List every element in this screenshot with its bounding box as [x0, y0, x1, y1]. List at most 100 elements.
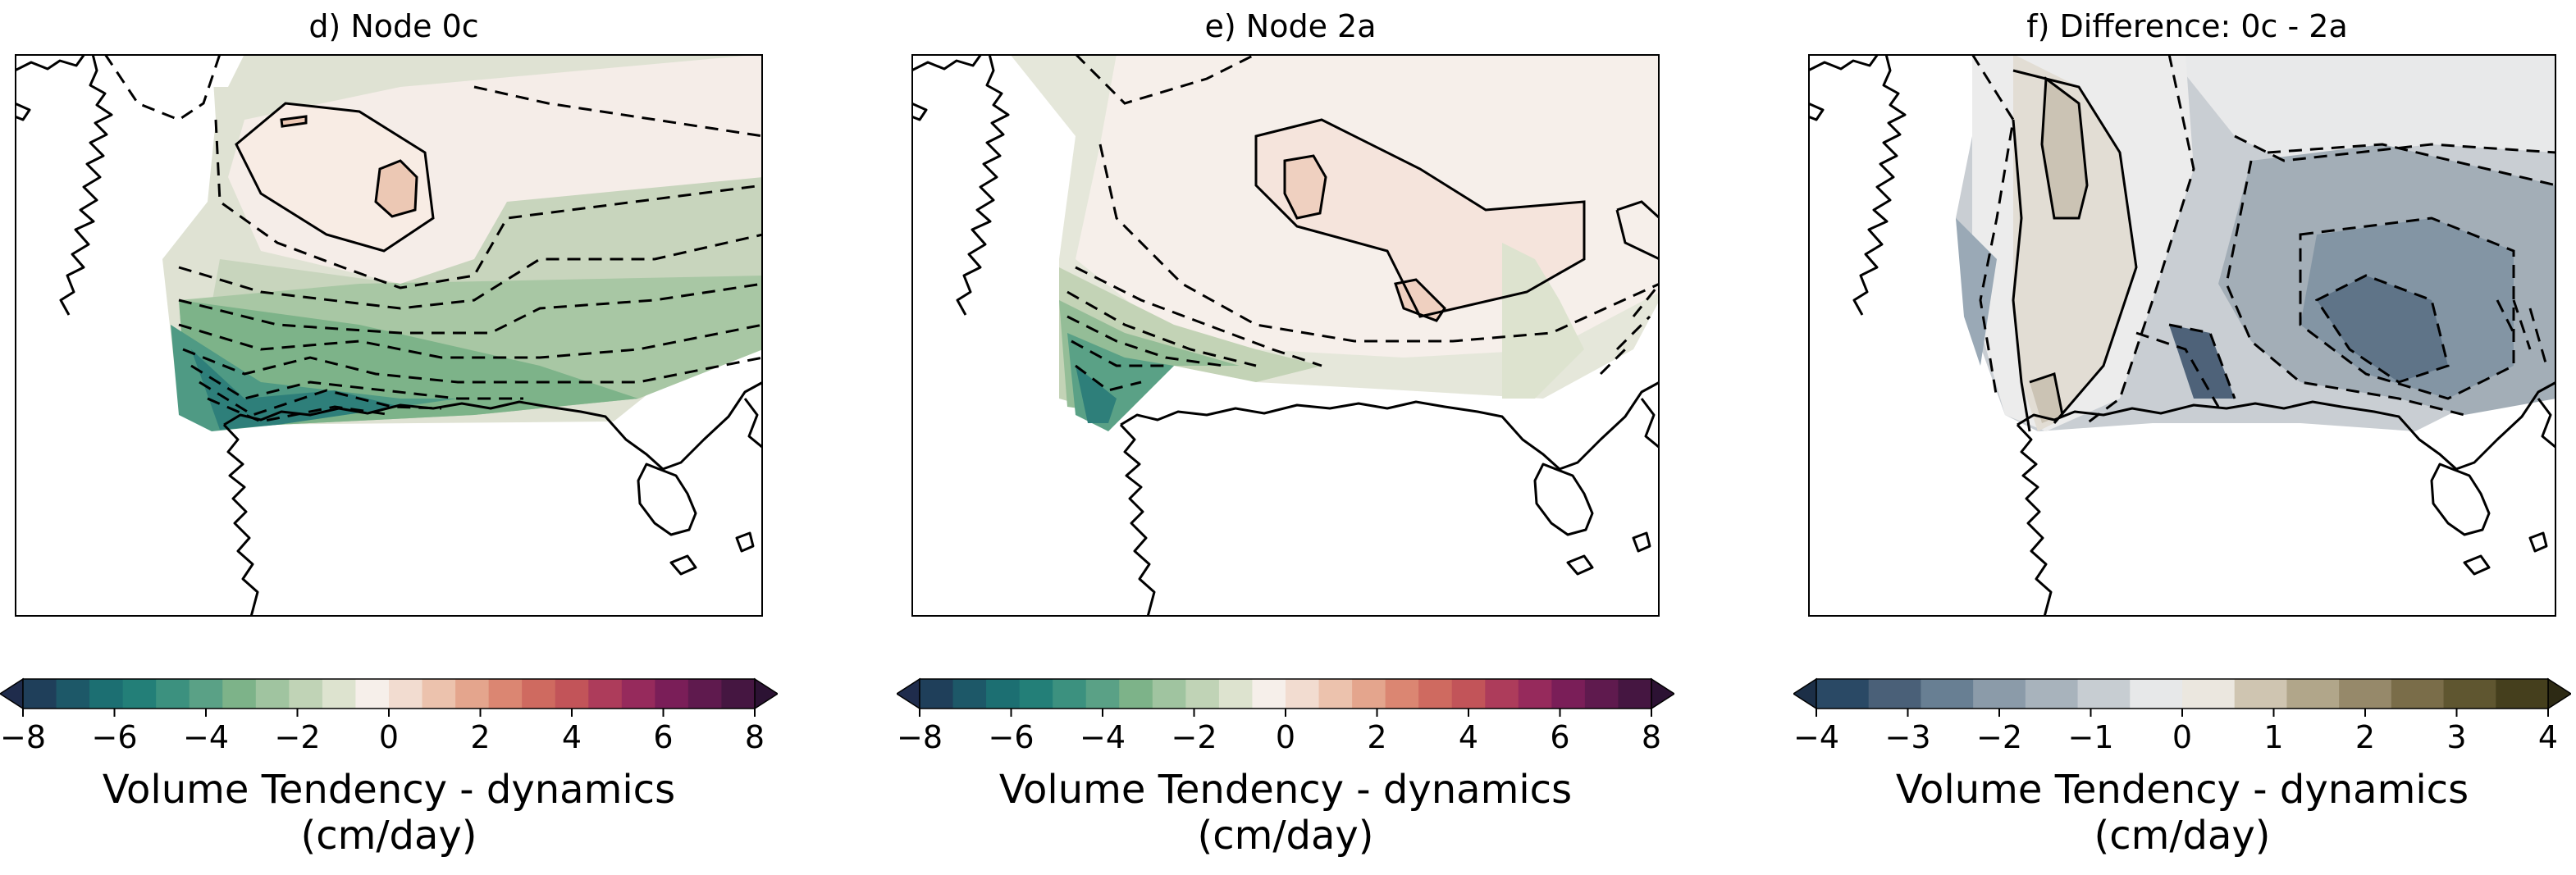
colorbar-tick-label: 0 [1276, 719, 1295, 755]
colorbar-swatch [2443, 679, 2496, 709]
colorbar-swatch [1185, 679, 1220, 709]
panel-title: f) Difference: 0c - 2a [2026, 8, 2348, 44]
colorbar-swatch [1485, 679, 1519, 709]
colorbar-tick-label: 2 [2355, 719, 2375, 755]
colorbar-swatch [1868, 679, 1922, 709]
colorbar-swatch [621, 679, 655, 709]
colorbar-swatch [2286, 679, 2340, 709]
colorbar-tick-label: 3 [2446, 719, 2466, 755]
map-difference [1808, 54, 2556, 617]
colorbar-swatch [355, 679, 390, 709]
colorbar-tick-label: 4 [1459, 719, 1478, 755]
colorbar-swatch [1053, 679, 1087, 709]
colorbar-extend-min [897, 677, 920, 710]
colorbar-swatch [1921, 679, 1974, 709]
colorbar-swatch [1451, 679, 1486, 709]
colorbar-swatches [0, 677, 778, 710]
colorbar-swatch [89, 679, 124, 709]
colorbar-swatch [122, 679, 157, 709]
colorbar-swatch [23, 679, 57, 709]
colorbar-tick-label: 2 [1367, 719, 1386, 755]
colorbar-swatch [2077, 679, 2131, 709]
contour-lines [1971, 54, 2556, 432]
panel-node-2a: e) Node 2a [897, 0, 1684, 875]
colorbar-swatch [2234, 679, 2288, 709]
contour-lines [1066, 54, 1660, 392]
colorbar-tick-label: 1 [2263, 719, 2283, 755]
colorbar-tick-label: −4 [1080, 719, 1126, 755]
colorbar-swatch [1418, 679, 1453, 709]
colorbar-swatch [2496, 679, 2549, 709]
colorbar-difference: −4 −3 −2 −1 0 1 2 3 4 [1793, 677, 2571, 755]
colorbar-tick-label: 4 [562, 719, 582, 755]
colorbar-swatch [1618, 679, 1652, 709]
colorbar-extend-min [1793, 677, 1817, 710]
colorbar-swatch [588, 679, 623, 709]
colorbar-swatch [920, 679, 954, 709]
colorbar-swatches [1793, 677, 2571, 710]
colorbar-swatch [1518, 679, 1552, 709]
colorbar-swatch [1218, 679, 1254, 709]
colorbar-extend-max [754, 677, 778, 710]
colorbar-swatch [255, 679, 290, 709]
colorbar-swatch [189, 679, 223, 709]
colorbar-swatch [2391, 679, 2445, 709]
panel-difference: f) Difference: 0c - 2a [1793, 0, 2576, 875]
colorbar-tick-label: −1 [2067, 719, 2113, 755]
colorbar-tick-label: 6 [1550, 719, 1569, 755]
colorbar-tick-label: 0 [379, 719, 399, 755]
colorbar-swatch [1252, 679, 1286, 709]
colorbar-swatch [1152, 679, 1186, 709]
colorbar-swatch [986, 679, 1021, 709]
colorbar-tick-label: −4 [183, 719, 229, 755]
colorbar-swatch [289, 679, 323, 709]
map-node-2a [911, 54, 1660, 617]
colorbar-label: Volume Tendency - dynamics [102, 767, 676, 813]
colorbar-swatch [1119, 679, 1153, 709]
colorbar-swatch [1019, 679, 1053, 709]
colorbar-swatch [687, 679, 723, 709]
colorbar-extend-max [1651, 677, 1674, 710]
colorbar-tick-label: 6 [653, 719, 673, 755]
colorbar-label: Volume Tendency - dynamics [1895, 767, 2469, 813]
panel-title: d) Node 0c [308, 8, 479, 44]
colorbar-swatch [156, 679, 190, 709]
panel-node-0c: d) Node 0c [0, 0, 788, 875]
colorbar-units: (cm/day) [2094, 813, 2271, 859]
colorbar-swatch [1551, 679, 1586, 709]
colorbar-swatch [952, 679, 987, 709]
colorbar-units: (cm/day) [1197, 813, 1374, 859]
colorbar-swatch [1584, 679, 1619, 709]
colorbar-tick-label: −4 [1793, 719, 1839, 755]
colorbar-node-2a: −8 −6 −4 −2 0 2 4 6 8 [897, 677, 1674, 755]
colorbar-ticks: −4 −3 −2 −1 0 1 2 3 4 [1793, 709, 2558, 755]
colorbar-swatch [1385, 679, 1419, 709]
colorbar-swatch [1352, 679, 1386, 709]
colorbar-swatch [1286, 679, 1320, 709]
colorbar-label: Volume Tendency - dynamics [998, 767, 1573, 813]
contour-lines [103, 54, 763, 423]
colorbar-tick-label: 8 [745, 719, 765, 755]
colorbar-tick-label: −8 [897, 719, 943, 755]
colorbar-swatch [555, 679, 589, 709]
colorbar-extend-max [2547, 677, 2571, 710]
colorbar-swatch [1973, 679, 2026, 709]
panel-title: e) Node 2a [1204, 8, 1377, 44]
colorbar-node-0c: −8 −6 −4 −2 0 2 4 6 8 [0, 677, 778, 755]
colorbar-tick-label: −6 [91, 719, 137, 755]
colorbar-swatch [721, 679, 756, 709]
colorbar-swatch [488, 679, 523, 709]
colorbar-extend-min [0, 677, 24, 710]
colorbar-swatch [322, 679, 357, 709]
colorbar-tick-label: 8 [1642, 719, 1661, 755]
colorbar-swatch [2130, 679, 2183, 709]
colorbar-tick-label: 4 [2538, 719, 2558, 755]
colorbar-swatch [655, 679, 689, 709]
colorbar-tick-label: −8 [0, 719, 46, 755]
colorbar-swatch [422, 679, 456, 709]
colorbar-swatch [2182, 679, 2236, 709]
colorbar-tick-label: −2 [274, 719, 320, 755]
colorbar-tick-label: −2 [1976, 719, 2022, 755]
colorbar-swatches [897, 677, 1674, 710]
colorbar-swatch [522, 679, 556, 709]
